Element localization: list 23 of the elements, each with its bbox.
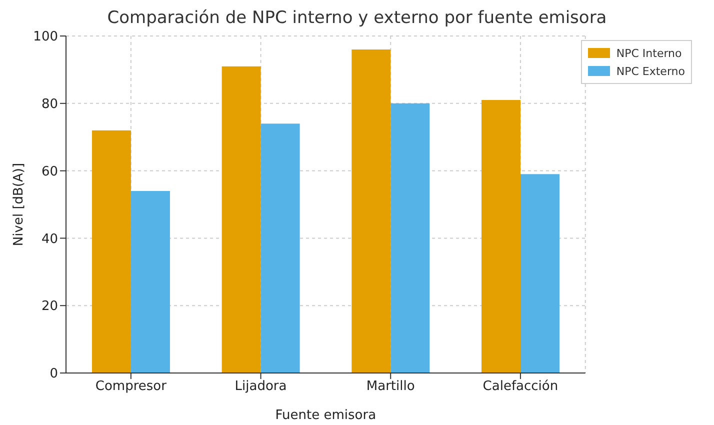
y-axis-title: Nivel [dB(A)] <box>12 162 27 246</box>
y-tick-label: 40 <box>41 232 58 247</box>
bar <box>92 130 131 373</box>
x-tick-label: Lijadora <box>234 379 287 394</box>
bar <box>482 100 520 373</box>
x-axis-title: Fuente emisora <box>275 408 376 423</box>
chart-title: Comparación de NPC interno y externo por fuente emisora <box>106 8 608 30</box>
bar <box>352 49 391 373</box>
legend-label: NPC Externo <box>616 64 685 78</box>
bar <box>520 174 560 373</box>
y-tick-label: 100 <box>33 30 58 45</box>
bar <box>222 66 261 373</box>
x-tick-label: Calefacción <box>482 379 558 394</box>
y-tick-label: 60 <box>41 164 58 180</box>
bar <box>130 191 170 373</box>
y-tick-label: 0 <box>50 366 58 382</box>
legend-label: NPC Interno <box>616 46 682 60</box>
bar <box>390 103 430 373</box>
x-tick-label: Compresor <box>95 379 168 394</box>
y-tick-label: 80 <box>41 97 58 112</box>
y-tick-label: 20 <box>41 299 58 314</box>
bar <box>260 124 300 373</box>
x-tick-label: Martillo <box>366 379 415 394</box>
